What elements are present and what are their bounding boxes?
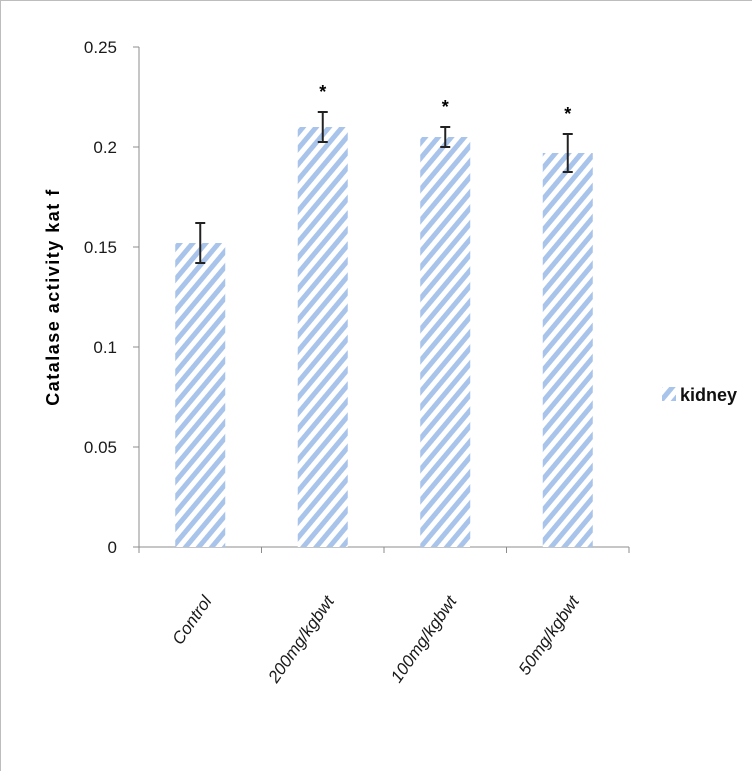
error-bar-1 xyxy=(195,222,206,264)
x-category-label: Control xyxy=(169,591,217,648)
x-category-label: 50mg/kgbwt xyxy=(515,591,584,678)
significance-mark: * xyxy=(564,104,571,124)
legend-swatch xyxy=(662,387,676,401)
significance-mark: * xyxy=(442,97,449,117)
significance-mark: * xyxy=(319,82,326,102)
bar-4 xyxy=(542,153,593,547)
y-tick-label: 0.05 xyxy=(84,438,117,457)
y-tick-label: 0.1 xyxy=(93,338,117,357)
bar-1 xyxy=(175,243,226,547)
x-category-label: 100mg/kgbwt xyxy=(387,591,461,686)
error-bar-2 xyxy=(317,111,328,143)
y-tick-label: 0.25 xyxy=(84,38,117,57)
bar-2 xyxy=(297,127,348,547)
y-axis-title: Catalase activity kat f xyxy=(43,188,63,406)
y-tick-label: 0.2 xyxy=(93,138,117,157)
legend-label: kidney xyxy=(680,385,737,405)
legend: kidney xyxy=(662,385,737,405)
error-bar-3 xyxy=(440,126,451,148)
error-bar-4 xyxy=(562,133,573,173)
x-category-label: 200mg/kgbwt xyxy=(264,591,339,687)
y-tick-label: 0 xyxy=(108,538,117,557)
y-tick-label: 0.15 xyxy=(84,238,117,257)
bar-3 xyxy=(420,137,471,547)
